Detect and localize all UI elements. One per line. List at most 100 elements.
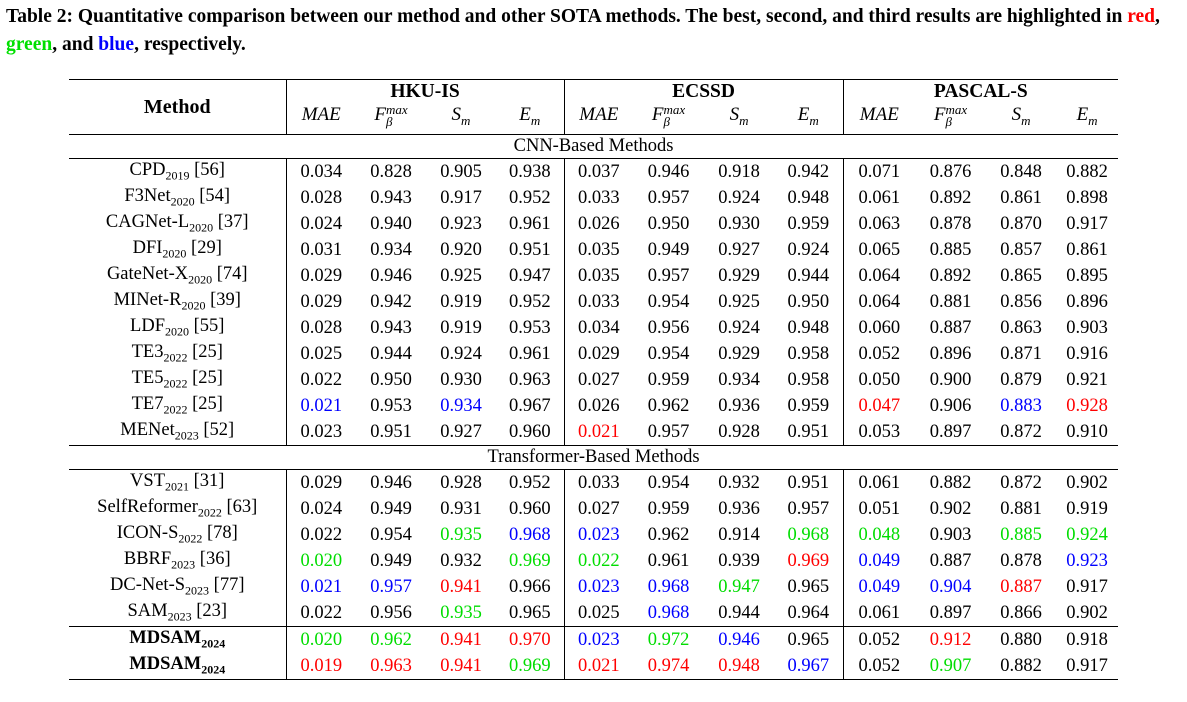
metric-value: 0.828 bbox=[370, 161, 412, 182]
method-name: TE32022 [25] bbox=[131, 342, 223, 365]
metric-value: 0.936 bbox=[718, 395, 760, 416]
metric-value: 0.959 bbox=[787, 395, 830, 416]
metric-value: 0.026 bbox=[563, 393, 634, 419]
metric-value: 0.035 bbox=[563, 237, 634, 263]
metric-value: 0.866 bbox=[1000, 602, 1042, 623]
metric-value: 0.025 bbox=[285, 341, 356, 367]
metric-value: 0.024 bbox=[285, 211, 356, 237]
metric-value: 0.942 bbox=[787, 161, 830, 182]
table-row: DC-Net-S2023 [77] 0.021 0.957 0.941 0.966 0.0… bbox=[69, 574, 1118, 600]
metric-value: 0.952 bbox=[508, 187, 551, 208]
metric-value: 0.965 bbox=[787, 576, 830, 597]
metric-value: 0.950 bbox=[647, 213, 690, 234]
metric-value: 0.878 bbox=[1000, 550, 1042, 571]
method-name: CAGNet-L2020 [37] bbox=[105, 212, 249, 235]
table-row: F3Net2020 [54] 0.028 0.943 0.917 0.952 0.033 0… bbox=[69, 185, 1118, 211]
metric-value: 0.966 bbox=[508, 576, 551, 597]
metric-value: 0.923 bbox=[440, 213, 482, 234]
metric-value: 0.870 bbox=[1000, 213, 1042, 234]
table-row: SAM2023 [23] 0.022 0.956 0.935 0.965 0.025 0.9… bbox=[69, 600, 1118, 627]
metric-value: 0.924 bbox=[1066, 524, 1108, 545]
table-row: MDSAM2024 0.019 0.963 0.941 0.969 0.021 0.974 0… bbox=[69, 653, 1119, 680]
table-row: DFI2020 [29] 0.031 0.934 0.920 0.951 0.035 0.9… bbox=[69, 237, 1118, 263]
metric-value: 0.961 bbox=[647, 550, 690, 571]
metric-value: 0.940 bbox=[370, 213, 412, 234]
metric-value: 0.953 bbox=[508, 317, 551, 338]
metric-value: 0.934 bbox=[718, 369, 760, 390]
method-name: MDSAM2024 bbox=[69, 626, 286, 653]
method-name: GateNet-X2020 [74] bbox=[106, 264, 248, 287]
metric-value: 0.052 bbox=[842, 626, 916, 653]
metric-value: 0.967 bbox=[508, 395, 551, 416]
metric-value: 0.925 bbox=[718, 291, 760, 312]
metric-value: 0.023 bbox=[285, 419, 356, 446]
metric-value: 0.918 bbox=[718, 161, 760, 182]
metric-value: 0.021 bbox=[285, 574, 356, 600]
caption-lead: Table 2: Quantitative comparison between… bbox=[6, 6, 1128, 27]
metric-value: 0.968 bbox=[647, 602, 690, 623]
metric-value: 0.035 bbox=[563, 263, 634, 289]
method-name: MDSAM2024 bbox=[69, 653, 286, 680]
metric-value: 0.022 bbox=[285, 600, 356, 627]
method-name: F3Net2020 [54] bbox=[124, 186, 231, 209]
metric-value: 0.919 bbox=[440, 291, 482, 312]
metric-value: 0.944 bbox=[718, 602, 760, 623]
method-name: CPD2019 [56] bbox=[129, 160, 225, 183]
metric-value: 0.897 bbox=[929, 602, 972, 623]
metric-value: 0.946 bbox=[370, 472, 412, 493]
metric-sm: Sm bbox=[451, 103, 471, 128]
metric-value: 0.946 bbox=[370, 265, 412, 286]
metric-value: 0.020 bbox=[285, 548, 356, 574]
metric-value: 0.064 bbox=[842, 289, 916, 315]
metric-value: 0.863 bbox=[1000, 317, 1042, 338]
metric-value: 0.897 bbox=[915, 419, 987, 446]
metric-value: 0.027 bbox=[563, 496, 634, 522]
metric-value: 0.938 bbox=[508, 161, 551, 182]
metric-value: 0.953 bbox=[370, 395, 412, 416]
metric-value: 0.021 bbox=[285, 393, 356, 419]
metric-value: 0.929 bbox=[718, 343, 760, 364]
metric-value: 0.903 bbox=[929, 524, 972, 545]
metric-value: 0.052 bbox=[842, 341, 916, 367]
metric-value: 0.952 bbox=[508, 472, 551, 493]
metric-value: 0.928 bbox=[704, 419, 775, 446]
metric-value: 0.941 bbox=[440, 576, 482, 597]
metric-value: 0.950 bbox=[370, 369, 412, 390]
metric-value: 0.954 bbox=[647, 291, 690, 312]
metric-value: 0.872 bbox=[986, 419, 1057, 446]
caption-green-word: green bbox=[6, 34, 53, 55]
metric-value: 0.919 bbox=[440, 317, 482, 338]
metric-header-cell: MAE bbox=[842, 103, 916, 135]
metric-value: 0.881 bbox=[1000, 498, 1042, 519]
metric-value: 0.929 bbox=[718, 265, 760, 286]
metric-value: 0.023 bbox=[563, 522, 634, 548]
metric-value: 0.896 bbox=[929, 343, 972, 364]
metric-value: 0.947 bbox=[718, 576, 760, 597]
metric-value: 0.962 bbox=[647, 524, 690, 545]
metric-value: 0.935 bbox=[440, 524, 482, 545]
metric-value: 0.034 bbox=[285, 158, 356, 185]
metric-value: 0.022 bbox=[285, 522, 356, 548]
metric-value: 0.021 bbox=[563, 653, 634, 680]
table-row: SelfReformer2022 [63] 0.024 0.949 0.931 0.96… bbox=[69, 496, 1118, 522]
metric-value: 0.887 bbox=[929, 317, 972, 338]
metric-value: 0.949 bbox=[370, 498, 412, 519]
metric-value: 0.047 bbox=[842, 393, 916, 419]
metric-value: 0.023 bbox=[563, 626, 634, 653]
metric-value: 0.951 bbox=[774, 419, 844, 446]
metric-value: 0.941 bbox=[426, 653, 496, 680]
metric-value: 0.029 bbox=[285, 263, 356, 289]
metric-value: 0.946 bbox=[647, 161, 690, 182]
metric-value: 0.051 bbox=[842, 496, 916, 522]
metric-value: 0.925 bbox=[440, 265, 482, 286]
metric-value: 0.948 bbox=[787, 187, 830, 208]
metric-value: 0.061 bbox=[842, 600, 916, 627]
metric-value: 0.927 bbox=[718, 239, 760, 260]
metric-value: 0.969 bbox=[508, 550, 551, 571]
metric-value: 0.905 bbox=[440, 161, 482, 182]
metric-value: 0.061 bbox=[842, 185, 916, 211]
